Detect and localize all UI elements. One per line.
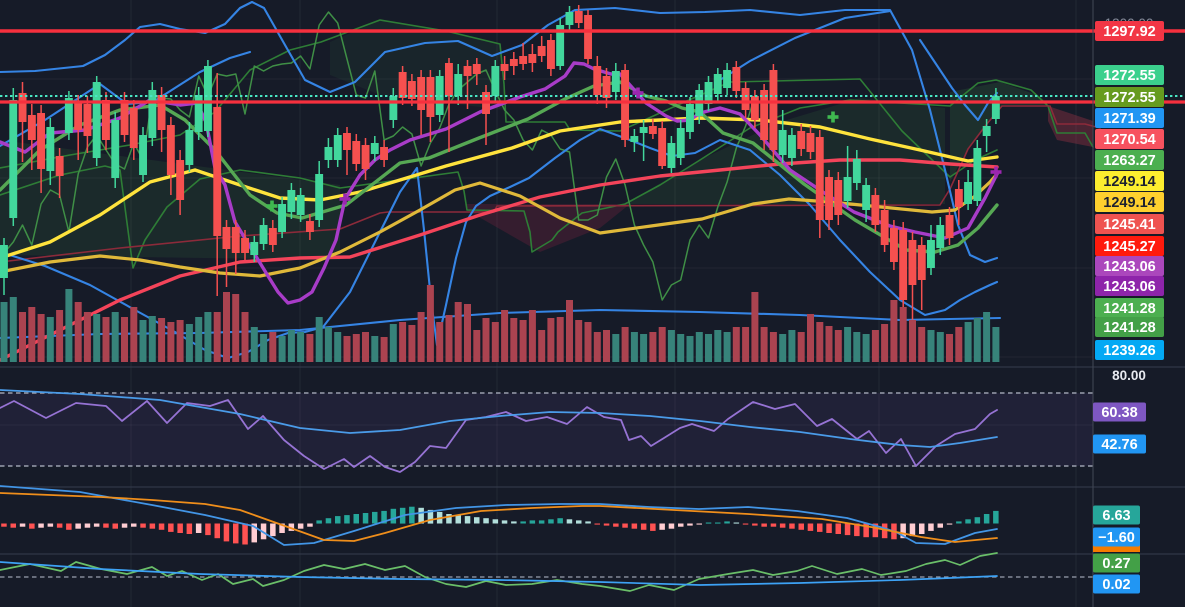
- svg-text:1241.28: 1241.28: [1103, 320, 1155, 336]
- svg-text:1241.28: 1241.28: [1103, 301, 1155, 317]
- svg-text:1270.54: 1270.54: [1103, 132, 1155, 148]
- svg-text:42.76: 42.76: [1101, 437, 1137, 453]
- svg-text:60.38: 60.38: [1101, 405, 1137, 421]
- svg-text:−1.60: −1.60: [1098, 530, 1135, 546]
- svg-text:1272.55: 1272.55: [1103, 68, 1155, 84]
- svg-text:80.00: 80.00: [1112, 368, 1146, 383]
- svg-text:0.27: 0.27: [1102, 556, 1130, 572]
- svg-text:1249.14: 1249.14: [1103, 174, 1155, 190]
- svg-text:1243.06: 1243.06: [1103, 279, 1155, 295]
- svg-text:1245.41: 1245.41: [1103, 217, 1155, 233]
- svg-text:1245.27: 1245.27: [1103, 239, 1155, 255]
- svg-text:6.63: 6.63: [1102, 508, 1130, 524]
- svg-text:1297.92: 1297.92: [1103, 24, 1155, 40]
- svg-text:1263.27: 1263.27: [1103, 153, 1155, 169]
- svg-text:0.02: 0.02: [1102, 577, 1130, 593]
- svg-text:1249.14: 1249.14: [1103, 195, 1155, 211]
- svg-text:1239.26: 1239.26: [1103, 343, 1155, 359]
- svg-text:1272.55: 1272.55: [1103, 90, 1155, 106]
- svg-text:1243.06: 1243.06: [1103, 259, 1155, 275]
- svg-text:1271.39: 1271.39: [1103, 111, 1155, 127]
